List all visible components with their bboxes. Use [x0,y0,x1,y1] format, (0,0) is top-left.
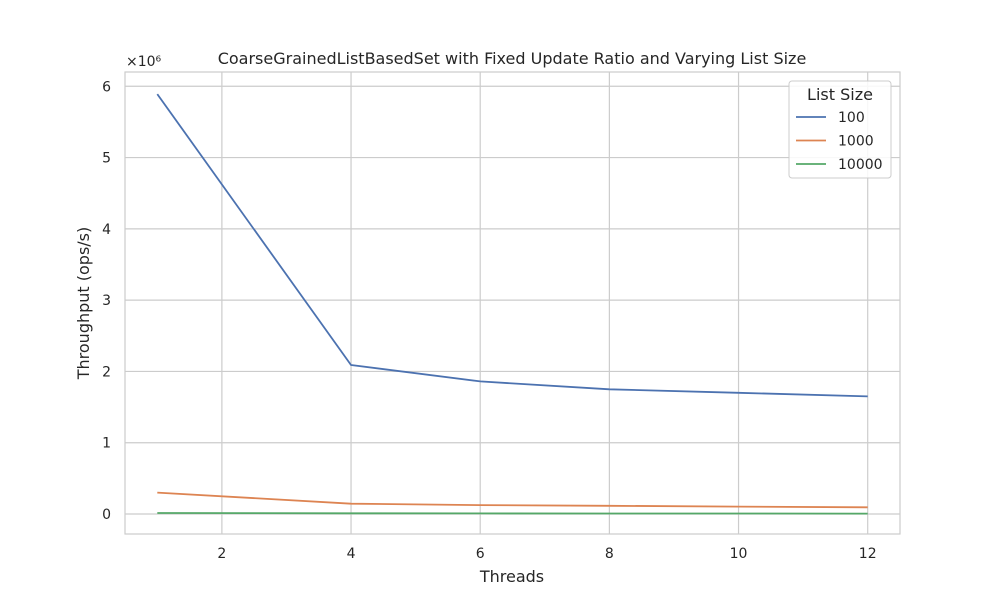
legend-label-1000: 1000 [838,134,874,150]
y-tick-label: 5 [102,151,111,167]
series-line-1000 [157,491,868,509]
x-tick-label: 4 [347,546,356,562]
y-tick-label: 2 [102,364,111,380]
plot-frame [124,71,901,535]
x-tick-label: 2 [217,546,226,562]
y-tick-label: 6 [102,79,111,95]
y-scale-label: ×10⁶ [126,54,162,70]
legend-label-10000: 10000 [838,157,883,173]
legend-box [788,80,892,179]
y-tick-label: 0 [102,507,111,523]
legend-title: List Size [807,85,873,104]
grid [125,72,900,534]
x-tick-label: 8 [605,546,614,562]
x-tick-label: 10 [730,546,748,562]
series-line-100 [156,93,868,398]
legend: List Size 100 1000 10000 [788,80,892,179]
legend-label-100: 100 [838,110,865,126]
y-tick-label: 1 [102,436,111,452]
y-axis-label: Throughput (ops/s) [74,227,93,381]
series-line-10000 [157,512,868,515]
y-tick-label: 4 [102,222,111,238]
series-lines [156,93,868,515]
x-tick-label: 12 [859,546,877,562]
chart-title: CoarseGrainedListBasedSet with Fixed Upd… [218,49,807,68]
y-tick-label: 3 [102,293,111,309]
x-tick-label: 6 [476,546,485,562]
x-axis-label: Threads [479,567,544,586]
